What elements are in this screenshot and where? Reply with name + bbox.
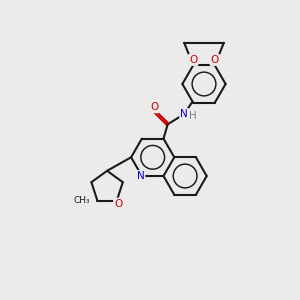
Text: O: O [189,55,197,65]
Text: H: H [189,111,197,121]
Text: O: O [211,55,219,65]
Text: CH₃: CH₃ [73,196,90,205]
Text: O: O [150,102,158,112]
Text: O: O [114,199,122,209]
Text: N: N [136,171,144,181]
Text: N: N [180,109,188,119]
